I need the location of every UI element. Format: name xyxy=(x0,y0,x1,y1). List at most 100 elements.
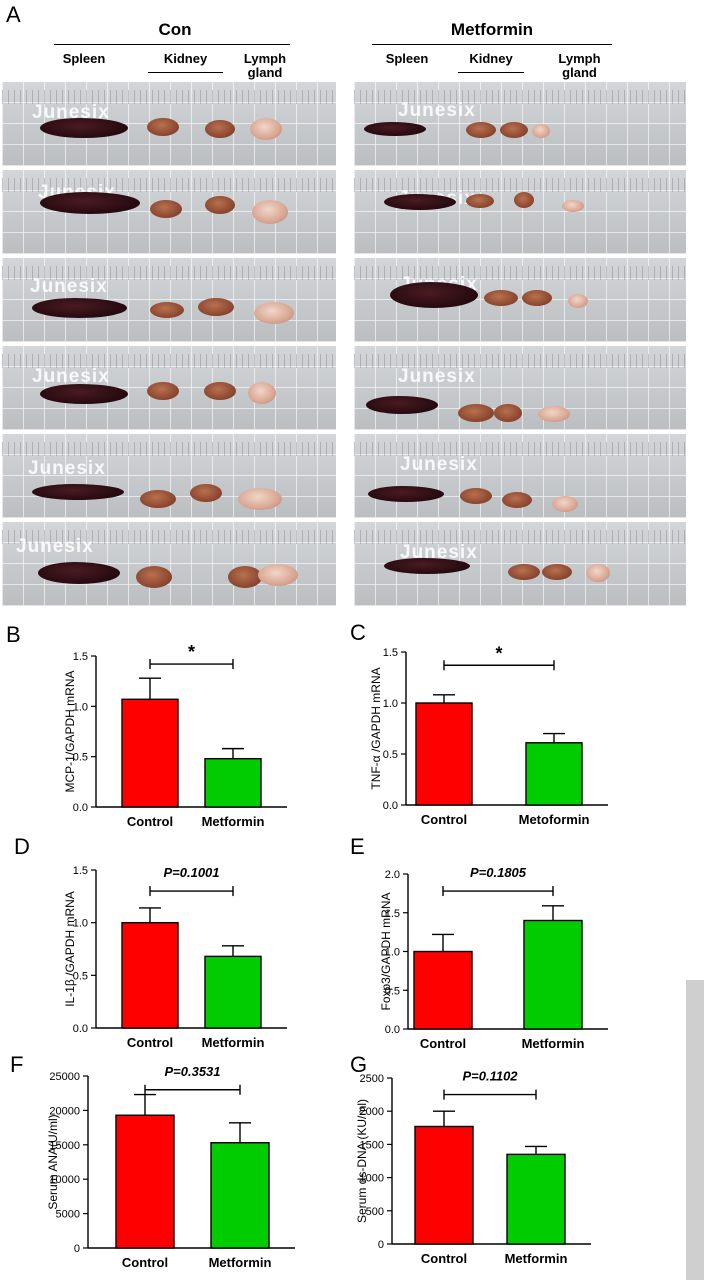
kidney-specimen xyxy=(500,122,528,138)
panel-letter: B xyxy=(6,622,21,647)
panel-letter: E xyxy=(350,834,365,859)
category-label: Metformin xyxy=(202,1035,265,1050)
kidney-specimen xyxy=(204,382,236,400)
organ-label-spleen-metformin: Spleen xyxy=(385,51,429,66)
y-tick-label: 1.5 xyxy=(383,647,398,659)
photo-watermark: Junesix xyxy=(398,100,476,121)
kidney-specimen xyxy=(147,118,179,136)
y-tick-label: 0.5 xyxy=(73,970,88,982)
kidney-specimen xyxy=(466,122,496,138)
photo-watermark: Junesix xyxy=(32,366,110,387)
metformin-organ-photo: Junesix xyxy=(354,258,686,342)
y-axis-label: Serum ds-DNA (KU/ml) xyxy=(355,1099,369,1223)
y-tick-label: 0.5 xyxy=(385,985,400,997)
photo-watermark: Junesix xyxy=(16,536,94,557)
bar-control xyxy=(121,698,179,808)
kidney-underline-con xyxy=(148,72,223,73)
category-label: Metformin xyxy=(505,1251,568,1266)
spleen-specimen xyxy=(40,118,128,138)
significance-annotation: P=0.1001 xyxy=(163,865,219,880)
group-underline-con xyxy=(54,44,290,45)
y-tick-label: 0 xyxy=(74,1243,80,1255)
bar-metformin xyxy=(210,1142,270,1249)
bar-control xyxy=(415,702,473,806)
lymph-gland-specimen xyxy=(562,200,584,212)
significance-annotation: P=0.1102 xyxy=(462,1069,518,1084)
spleen-specimen xyxy=(384,558,470,574)
kidney-specimen xyxy=(484,290,518,306)
organ-label-spleen-con: Spleen xyxy=(62,51,106,66)
bar-metformin xyxy=(523,919,583,1030)
significance-annotation: P=0.1805 xyxy=(470,865,527,880)
y-tick-label: 1.0 xyxy=(385,947,400,959)
y-tick-label: 1.0 xyxy=(73,701,88,713)
y-axis-label: MCP-1/GAPDH mRNA xyxy=(63,670,77,792)
category-label: Control xyxy=(127,1035,173,1050)
con-organ-photo: Junesix xyxy=(2,82,336,166)
y-tick-label: 5000 xyxy=(56,1209,80,1221)
y-axis-label: Foxp3/GAPDH mRNA xyxy=(379,892,393,1010)
y-tick-label: 500 xyxy=(366,1206,384,1218)
organ-label-lymph-metformin: Lymph gland xyxy=(558,51,601,80)
y-tick-label: 0.0 xyxy=(383,800,398,812)
spleen-specimen xyxy=(368,486,444,502)
y-tick-label: 1000 xyxy=(360,1173,384,1185)
y-axis-label: IL-1β /GAPDH mRNA xyxy=(63,891,77,1007)
kidney-specimen xyxy=(136,566,172,588)
y-tick-label: 20000 xyxy=(49,1105,80,1117)
chart-serum-ana: F 0 5000 10000 15000 20000 25000 Serum ANA(U/ml… xyxy=(10,1052,295,1270)
y-tick-label: 1500 xyxy=(360,1139,384,1151)
panel-letter: D xyxy=(14,834,30,859)
y-tick-label: 2000 xyxy=(360,1106,384,1118)
photo-watermark: Junesix xyxy=(28,458,106,479)
y-tick-label: 1.5 xyxy=(73,651,88,663)
lymph-gland-specimen xyxy=(532,124,550,138)
category-label: Metformin xyxy=(209,1255,272,1270)
scrollbar-track[interactable] xyxy=(686,980,704,1280)
spleen-specimen xyxy=(32,298,127,318)
bar-control xyxy=(414,1125,474,1245)
category-label: Control xyxy=(420,1036,466,1051)
photo-watermark: Junesix xyxy=(30,276,108,297)
kidney-specimen xyxy=(150,302,184,318)
con-organ-photo: Junesix xyxy=(2,434,336,518)
y-tick-label: 1.0 xyxy=(73,918,88,930)
kidney-specimen xyxy=(458,404,494,422)
kidney-specimen xyxy=(150,200,182,218)
spleen-specimen xyxy=(38,562,120,584)
category-label: Metformin xyxy=(522,1036,585,1051)
bar-control xyxy=(121,921,179,1029)
spleen-specimen xyxy=(390,282,478,308)
bar-metformin xyxy=(204,955,262,1029)
con-organ-photo: Junesix xyxy=(2,170,336,254)
lymph-gland-specimen xyxy=(568,294,588,308)
metformin-organ-photo: Junesix xyxy=(354,170,686,254)
lymph-gland-specimen xyxy=(538,406,570,422)
y-tick-label: 2500 xyxy=(360,1073,384,1085)
y-tick-label: 10000 xyxy=(49,1174,80,1186)
group-title-metformin: Metformin xyxy=(450,20,534,39)
y-axis-label: TNF-α /GAPDH mRNA xyxy=(369,667,383,789)
spleen-specimen xyxy=(366,396,438,414)
significance-annotation: * xyxy=(188,642,195,662)
metformin-organ-photo: Junesix xyxy=(354,434,686,518)
spleen-specimen xyxy=(384,194,456,210)
y-tick-label: 25000 xyxy=(49,1071,80,1083)
con-organ-photo: Junesix xyxy=(2,346,336,430)
spleen-specimen xyxy=(364,122,426,136)
bar-metformin xyxy=(204,757,262,808)
group-title-con: Con xyxy=(158,20,192,39)
lymph-gland-specimen xyxy=(238,488,282,510)
category-label: Metformin xyxy=(202,814,265,829)
kidney-specimen xyxy=(508,564,540,580)
significance-annotation: * xyxy=(495,643,502,663)
organ-label-kidney-con: Kidney xyxy=(163,51,208,66)
lymph-gland-specimen xyxy=(252,200,288,224)
y-tick-label: 0.0 xyxy=(385,1024,400,1036)
metformin-organ-photo: Junesix xyxy=(354,522,686,606)
kidney-specimen xyxy=(542,564,572,580)
kidney-specimen xyxy=(228,566,262,588)
photo-watermark: Junesix xyxy=(400,542,478,563)
photo-watermark: Junesix xyxy=(400,454,478,475)
